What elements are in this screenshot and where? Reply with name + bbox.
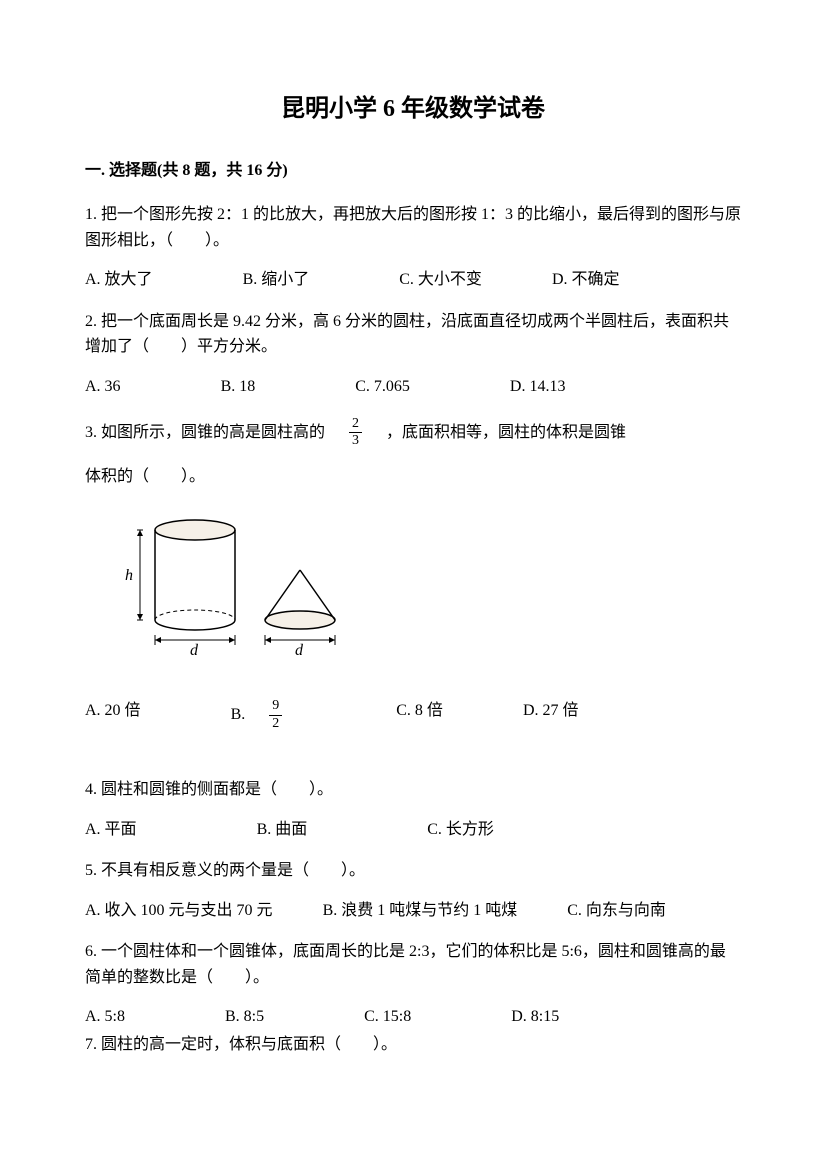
- q6-opt-c: C. 15:8: [364, 1004, 411, 1030]
- q6-opt-b: B. 8:5: [225, 1004, 264, 1030]
- q4-opt-c: C. 长方形: [427, 817, 494, 843]
- q5-text: 5. 不具有相反意义的两个量是（ ）。: [85, 858, 741, 884]
- q3-text-before: 3. 如图所示，圆锥的高是圆柱高的: [85, 424, 341, 441]
- q7-text: 7. 圆柱的高一定时，体积与底面积（ ）。: [85, 1032, 741, 1058]
- q3-opt-b: B. 9 2: [231, 698, 287, 733]
- page-title: 昆明小学 6 年级数学试卷: [85, 90, 741, 128]
- q3-opt-b-prefix: B.: [231, 706, 262, 723]
- q1-opt-b: B. 缩小了: [243, 267, 310, 293]
- question-7: 7. 圆柱的高一定时，体积与底面积（ ）。: [85, 1032, 741, 1058]
- question-4: 4. 圆柱和圆锥的侧面都是（ ）。 A. 平面 B. 曲面 C. 长方形: [85, 777, 741, 842]
- q2-opt-c: C. 7.065: [355, 374, 410, 400]
- q3-b-frac-den: 2: [269, 716, 282, 733]
- q6-opt-a: A. 5:8: [85, 1004, 125, 1030]
- q2-opt-a: A. 36: [85, 374, 121, 400]
- q6-opt-d: D. 8:15: [511, 1004, 559, 1030]
- q3-options: A. 20 倍 B. 9 2 C. 8 倍 D. 27 倍: [85, 698, 741, 733]
- q3-opt-a: A. 20 倍: [85, 698, 141, 733]
- q1-text: 1. 把一个图形先按 2：1 的比放大，再把放大后的图形按 1：3 的比缩小，最…: [85, 202, 741, 253]
- q1-options: A. 放大了 B. 缩小了 C. 大小不变 D. 不确定: [85, 267, 741, 293]
- q3-frac-num: 2: [349, 416, 362, 434]
- q5-options: A. 收入 100 元与支出 70 元 B. 浪费 1 吨煤与节约 1 吨煤 C…: [85, 898, 741, 924]
- q1-opt-d: D. 不确定: [552, 267, 620, 293]
- q1-opt-c: C. 大小不变: [399, 267, 482, 293]
- q3-fraction: 2 3: [349, 416, 362, 451]
- q6-options: A. 5:8 B. 8:5 C. 15:8 D. 8:15: [85, 1004, 741, 1030]
- q3-text-after: ，底面积相等，圆柱的体积是圆锥: [370, 424, 626, 441]
- q3-text-line2: 体积的（ ）。: [85, 464, 741, 490]
- d-label-2: d: [295, 642, 304, 659]
- q2-opt-d: D. 14.13: [510, 374, 566, 400]
- question-6: 6. 一个圆柱体和一个圆锥体，底面周长的比是 2:3，它们的体积比是 5:6，圆…: [85, 939, 741, 1030]
- q3-figure: h d d: [85, 510, 741, 669]
- q2-opt-b: B. 18: [221, 374, 256, 400]
- q2-text: 2. 把一个底面周长是 9.42 分米，高 6 分米的圆柱，沿底面直径切成两个半…: [85, 309, 741, 360]
- h-label: h: [125, 567, 133, 584]
- q1-opt-a: A. 放大了: [85, 267, 153, 293]
- d-label-1: d: [190, 642, 199, 659]
- q3-opt-b-fraction: 9 2: [269, 698, 282, 733]
- q6-text: 6. 一个圆柱体和一个圆锥体，底面周长的比是 2:3，它们的体积比是 5:6，圆…: [85, 939, 741, 990]
- q3-text: 3. 如图所示，圆锥的高是圆柱高的 2 3 ，底面积相等，圆柱的体积是圆锥: [85, 416, 741, 451]
- q2-options: A. 36 B. 18 C. 7.065 D. 14.13: [85, 374, 741, 400]
- q3-frac-den: 3: [349, 433, 362, 450]
- question-2: 2. 把一个底面周长是 9.42 分米，高 6 分米的圆柱，沿底面直径切成两个半…: [85, 309, 741, 400]
- q4-text: 4. 圆柱和圆锥的侧面都是（ ）。: [85, 777, 741, 803]
- q3-opt-c: C. 8 倍: [396, 698, 443, 733]
- q5-opt-b: B. 浪费 1 吨煤与节约 1 吨煤: [323, 898, 518, 924]
- question-5: 5. 不具有相反意义的两个量是（ ）。 A. 收入 100 元与支出 70 元 …: [85, 858, 741, 923]
- section-header: 一. 选择题(共 8 题，共 16 分): [85, 158, 741, 184]
- q3-b-frac-num: 9: [269, 698, 282, 716]
- q3-opt-d: D. 27 倍: [523, 698, 579, 733]
- q4-options: A. 平面 B. 曲面 C. 长方形: [85, 817, 741, 843]
- q5-opt-a: A. 收入 100 元与支出 70 元: [85, 898, 273, 924]
- question-3: 3. 如图所示，圆锥的高是圆柱高的 2 3 ，底面积相等，圆柱的体积是圆锥 体积…: [85, 416, 741, 733]
- q4-opt-b: B. 曲面: [257, 817, 308, 843]
- q5-opt-c: C. 向东与向南: [567, 898, 666, 924]
- q4-opt-a: A. 平面: [85, 817, 137, 843]
- question-1: 1. 把一个图形先按 2：1 的比放大，再把放大后的图形按 1：3 的比缩小，最…: [85, 202, 741, 293]
